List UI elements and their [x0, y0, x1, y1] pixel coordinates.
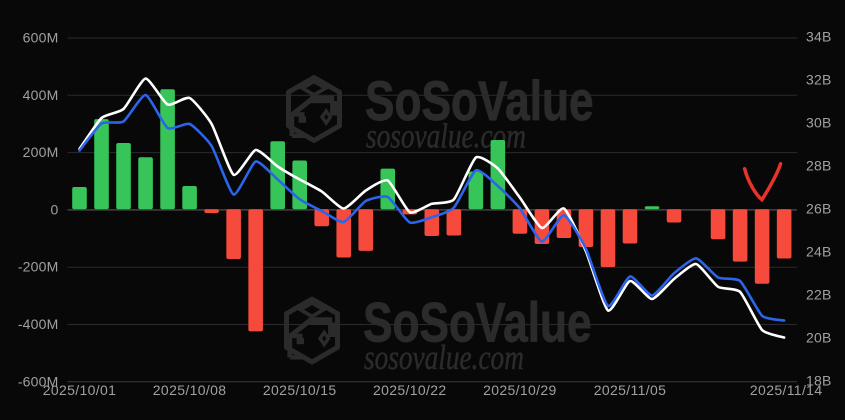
svg-text:sosovalue.com: sosovalue.com — [364, 338, 524, 377]
svg-text:28B: 28B — [806, 158, 832, 174]
svg-text:600M: 600M — [23, 30, 59, 46]
svg-text:2025/10/15: 2025/10/15 — [263, 382, 337, 398]
svg-text:32B: 32B — [806, 72, 832, 88]
svg-text:SoSoValue: SoSoValue — [365, 69, 594, 132]
svg-text:26B: 26B — [806, 201, 832, 217]
svg-text:2025/10/01: 2025/10/01 — [43, 382, 117, 398]
svg-text:2025/10/22: 2025/10/22 — [373, 382, 447, 398]
svg-text:22B: 22B — [806, 287, 832, 303]
svg-text:200M: 200M — [23, 144, 59, 160]
svg-text:400M: 400M — [23, 87, 59, 103]
svg-text:2025/11/14: 2025/11/14 — [750, 382, 823, 398]
svg-text:2025/11/05: 2025/11/05 — [594, 382, 667, 398]
svg-text:-600M: -600M — [18, 373, 59, 389]
svg-text:30B: 30B — [806, 115, 832, 131]
svg-text:SoSoValue: SoSoValue — [363, 290, 592, 353]
svg-text:2025/10/29: 2025/10/29 — [483, 382, 557, 398]
svg-text:34B: 34B — [806, 29, 832, 45]
svg-text:0: 0 — [51, 201, 59, 217]
svg-text:2025/10/08: 2025/10/08 — [153, 382, 227, 398]
svg-text:-400M: -400M — [18, 316, 59, 332]
svg-text:20B: 20B — [806, 330, 832, 346]
svg-text:24B: 24B — [806, 244, 832, 260]
svg-text:-200M: -200M — [18, 259, 59, 275]
svg-text:18B: 18B — [806, 373, 832, 389]
